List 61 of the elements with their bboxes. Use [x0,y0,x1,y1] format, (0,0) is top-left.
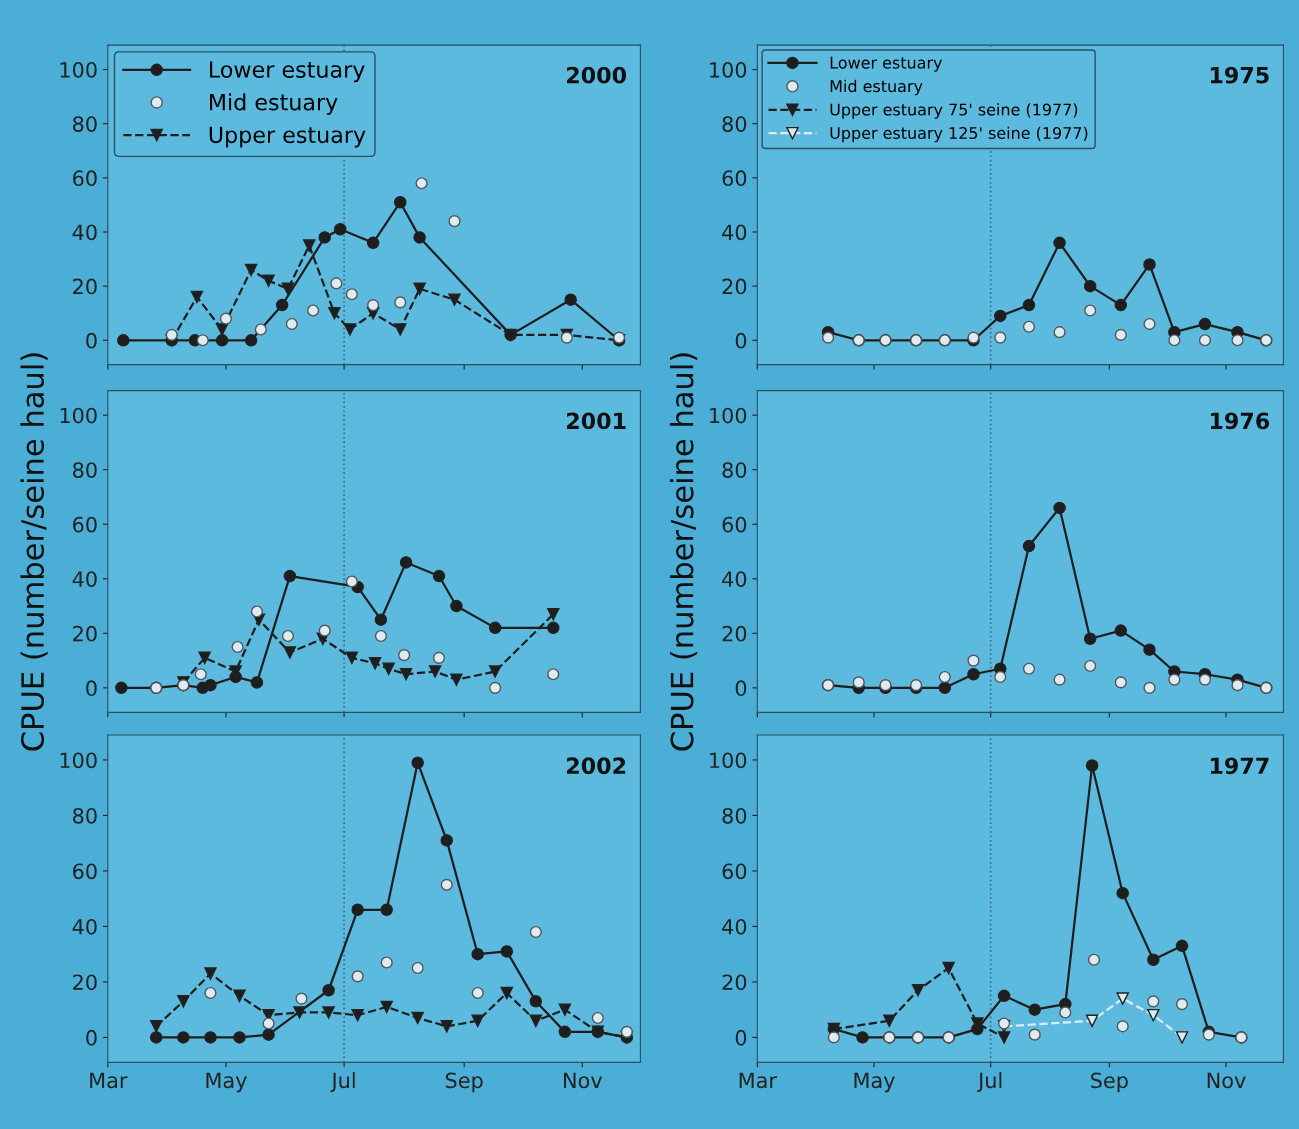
legend-label: Lower estuary [830,56,942,72]
y-tick-label: 20 [722,625,747,642]
x-tick-label: Jul [330,1072,355,1093]
legend-label: Lower estuary [210,61,365,83]
y-tick-label: 60 [73,170,97,187]
y-tick-label: 0 [86,680,97,697]
y-tick-label: 40 [72,224,97,241]
y-tick-label: 80 [722,807,747,824]
y-tick-label: 80 [73,807,97,824]
legend-label: Upper estuary 75' seine (1977) [830,103,1078,119]
y-tick-label: 0 [735,332,747,349]
x-tick-label: Sep [445,1072,483,1093]
y-axis-title: CPUE (number/seine haul) [20,353,48,751]
y-tick-label: 40 [72,571,97,587]
y-tick-label: 20 [73,974,97,991]
x-tick-label: May [206,1072,247,1093]
annotation: 2001 [567,412,626,430]
x-tick-label: Mar [90,1072,128,1089]
x-tick-label: Sep [1091,1072,1128,1093]
x-tick-label: Mar [739,1072,777,1089]
y-tick-label: 20 [73,278,97,295]
annotation: 1976 [1210,412,1270,430]
y-tick-label: 0 [735,1029,747,1046]
y-tick-label: 80 [722,462,747,478]
y-tick-label: 100 [60,752,97,769]
legend-label: Mid estuary [210,93,338,115]
y-tick-label: 40 [722,571,747,587]
y-tick-label: 20 [73,625,97,642]
y-tick-label: 100 [710,752,747,769]
y-tick-label: 100 [60,61,97,78]
x-tick-label: Jul [977,1072,1002,1093]
x-tick-label: May [854,1072,895,1093]
y-tick-label: 60 [73,516,97,533]
y-tick-label: 0 [735,680,747,697]
annotation: 1975 [1210,66,1269,84]
y-tick-label: 60 [722,516,747,533]
y-tick-label: 0 [86,1029,97,1046]
x-tick-label: Nov [1207,1072,1246,1089]
y-tick-label: 20 [722,974,747,991]
y-tick-label: 0 [86,332,97,349]
y-tick-label: 100 [710,61,747,78]
legend-label: Mid estuary [830,79,923,96]
y-tick-label: 60 [722,863,747,880]
legend-label: Upper estuary 125' seine (1977) [830,126,1088,143]
annotation: 2002 [567,757,626,775]
y-tick-label: 60 [73,863,97,880]
x-tick-label: Nov [564,1072,603,1089]
y-axis-title: CPUE (number/seine haul) [669,353,698,751]
y-tick-label: 80 [73,462,97,478]
y-tick-label: 80 [73,116,97,132]
y-tick-label: 20 [722,278,747,295]
y-tick-label: 40 [722,918,747,935]
legend-label: Upper estuary [209,126,366,148]
y-tick-label: 40 [72,918,97,935]
annotation: 1977 [1210,757,1269,775]
annotation: 2000 [567,66,627,84]
y-tick-label: 80 [722,116,747,132]
y-tick-label: 100 [710,407,747,424]
y-tick-label: 60 [722,170,747,187]
y-tick-label: 100 [60,407,97,424]
y-tick-label: 40 [722,224,747,241]
